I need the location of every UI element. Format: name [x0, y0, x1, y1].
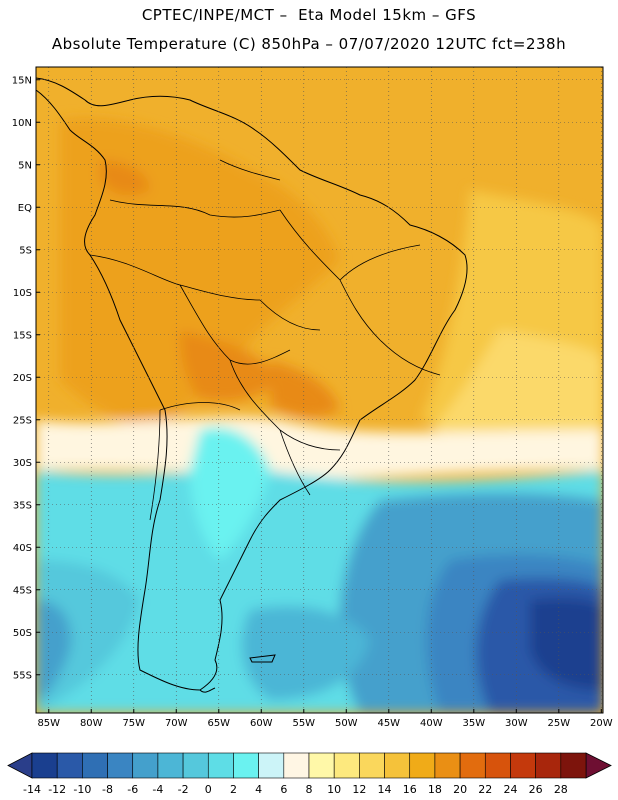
lon-label: 45W [377, 718, 400, 729]
colorbar-swatch [333, 752, 360, 779]
lat-label: 20S [13, 373, 32, 384]
lon-label: 75W [122, 718, 145, 729]
lon-label: 70W [165, 718, 188, 729]
colorbar-swatch [56, 752, 83, 779]
lon-label: 55W [292, 718, 315, 729]
country-borders [89, 159, 441, 521]
colorbar-label: -6 [127, 783, 138, 796]
colorbar-label: -12 [48, 783, 66, 796]
colorbar-swatch [132, 752, 159, 779]
colorbar-swatch [434, 752, 461, 779]
colorbar-swatch [459, 752, 486, 779]
temperature-field [36, 67, 603, 713]
coastlines [36, 77, 468, 693]
colorbar-swatch [107, 752, 134, 779]
colorbar-swatch [157, 752, 184, 779]
lat-label: 5S [19, 245, 32, 256]
colorbar-swatch [510, 752, 536, 779]
colorbar-label: -2 [178, 783, 189, 796]
chart-title-line2: Absolute Temperature (C) 850hPa – 07/07/… [51, 35, 567, 53]
colorbar-label: -10 [73, 783, 91, 796]
lon-label: 85W [37, 718, 60, 729]
lat-label: 50S [13, 628, 32, 639]
colorbar-label: 10 [327, 783, 341, 796]
lat-label: 35S [13, 500, 32, 511]
colorbar-swatch [535, 752, 562, 779]
lat-label: 45S [13, 585, 32, 596]
colorbar-swatch [207, 752, 234, 779]
lon-label: 20W [590, 718, 613, 729]
colorbar-swatch [409, 752, 436, 779]
colorbar-label: 16 [403, 783, 417, 796]
lat-label: 10S [13, 288, 32, 299]
colorbar-label: 0 [205, 783, 212, 796]
lat-label: 15N [12, 75, 32, 86]
lon-label: 60W [250, 718, 273, 729]
colorbar-label: 14 [378, 783, 392, 796]
lon-label: 25W [547, 718, 570, 729]
lon-label: 80W [80, 718, 103, 729]
colorbar-swatch [31, 752, 58, 779]
colorbar-under-triangle [7, 752, 33, 779]
lat-label: 25S [13, 415, 32, 426]
colorbar-swatch [308, 752, 335, 779]
colorbar-swatch [233, 752, 259, 779]
lat-label: 5N [18, 160, 32, 171]
colorbar-label: 24 [503, 783, 517, 796]
colorbar-label: 26 [529, 783, 543, 796]
colorbar-swatch [182, 752, 209, 779]
colorbar-swatch [484, 752, 511, 779]
lon-label: 50W [335, 718, 358, 729]
lat-label: 10N [12, 118, 32, 129]
colorbar-label: 2 [230, 783, 237, 796]
colorbar-label: -4 [152, 783, 163, 796]
chart-title-line1: CPTEC/INPE/MCT – Eta Model 15km – GFS [141, 6, 477, 24]
colorbar-label: -8 [102, 783, 113, 796]
colorbar-label: 4 [255, 783, 262, 796]
colorbar-label: -14 [23, 783, 41, 796]
colorbar-swatch [82, 752, 108, 779]
lat-label: 55S [13, 670, 32, 681]
colorbar-label: 6 [280, 783, 287, 796]
colorbar-swatch [359, 752, 385, 779]
colorbar-label: 18 [428, 783, 442, 796]
colorbar-over-triangle [585, 752, 612, 779]
lon-label: 35W [462, 718, 485, 729]
lat-label: EQ [18, 203, 32, 214]
lat-label: 30S [13, 458, 32, 469]
lat-label: 40S [13, 543, 32, 554]
map-gridlines [36, 67, 603, 713]
lat-label: 15S [13, 330, 32, 341]
colorbar-swatch [258, 752, 285, 779]
map-frame [35, 66, 604, 714]
colorbar-swatch [384, 752, 411, 779]
colorbar-label: 20 [453, 783, 467, 796]
colorbar-swatch [560, 752, 587, 779]
lon-label: 65W [207, 718, 230, 729]
colorbar-swatch [283, 752, 310, 779]
colorbar [7, 752, 612, 779]
colorbar-label: 22 [478, 783, 492, 796]
colorbar-label: 8 [306, 783, 313, 796]
lon-label: 30W [505, 718, 528, 729]
lon-label: 40W [420, 718, 443, 729]
colorbar-label: 12 [352, 783, 366, 796]
colorbar-label: 28 [554, 783, 568, 796]
